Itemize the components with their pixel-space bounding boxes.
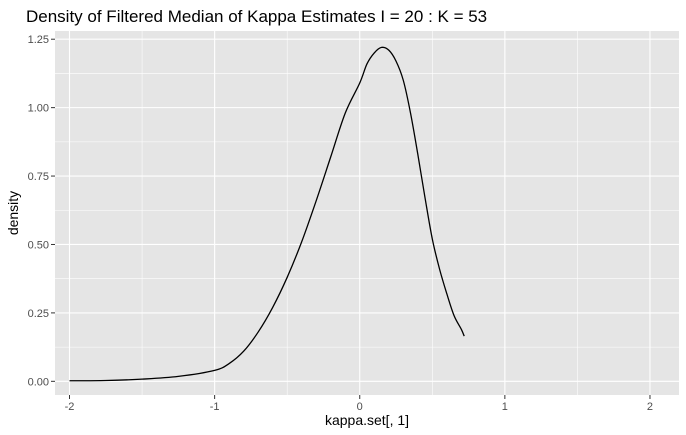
y-tick-label: 1.25	[28, 34, 49, 46]
y-tick-label: 0.75	[28, 171, 49, 183]
grid-major-lines	[55, 31, 679, 395]
x-tick-label: 2	[647, 401, 653, 413]
x-tick-label: -1	[210, 401, 220, 413]
plot-panel	[55, 31, 679, 395]
y-tick-label: 0.50	[28, 239, 49, 251]
x-tick-label: 1	[502, 401, 508, 413]
y-axis-title: density	[5, 191, 21, 235]
chart-title: Density of Filtered Median of Kappa Esti…	[26, 7, 487, 26]
x-tick-label: 0	[357, 401, 363, 413]
y-tick-label: 1.00	[28, 103, 49, 115]
y-tick-label: 0.25	[28, 308, 49, 320]
y-axis-ticks: 0.00 0.25 0.50 0.75 1.00 1.25	[28, 34, 55, 388]
grid-minor-lines	[55, 31, 679, 395]
x-axis-title: kappa.set[, 1]	[325, 412, 409, 428]
density-curve	[69, 46, 465, 382]
y-tick-label: 0.00	[28, 376, 49, 388]
x-tick-label: -2	[65, 401, 75, 413]
x-axis-ticks: -2 -1 0 1 2	[65, 395, 653, 413]
